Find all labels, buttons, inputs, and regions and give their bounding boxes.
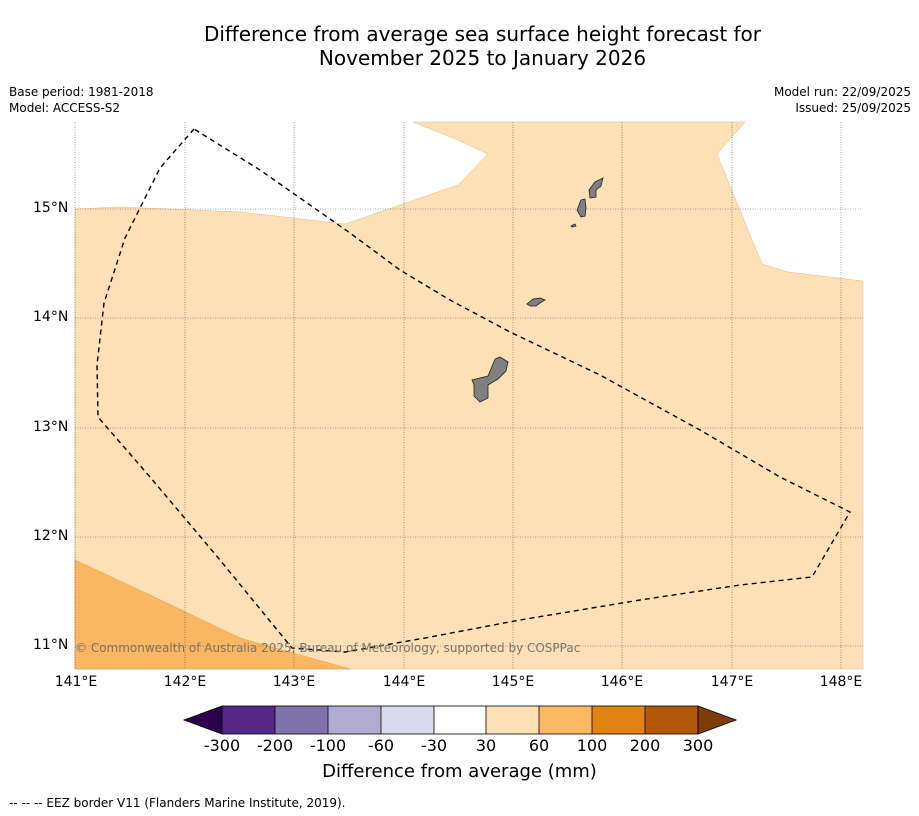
colorbar-dividers xyxy=(221,705,699,735)
colorbar-title: Difference from average (mm) xyxy=(322,761,597,782)
lat-label-13n: 13°N xyxy=(33,419,69,435)
colorbar-tick: 300 xyxy=(682,736,714,755)
meta-left: Base period: 1981-2018 Model: ACCESS-S2 xyxy=(9,84,154,116)
colorbar-bin-1 xyxy=(222,706,275,734)
issued-date: Issued: 25/09/2025 xyxy=(795,101,911,115)
colorbar-bin-3 xyxy=(328,706,381,734)
colorbar-tick: 100 xyxy=(576,736,608,755)
eez-border xyxy=(96,128,851,653)
lat-label-11n: 11°N xyxy=(33,637,69,653)
colorbar-extend-low xyxy=(182,705,223,735)
lon-label-146e: 146°E xyxy=(600,674,644,690)
lon-label-144e: 144°E xyxy=(382,674,426,690)
colorbar-tick: 60 xyxy=(528,736,550,755)
chart-title: Difference from average sea surface heig… xyxy=(0,22,919,70)
colorbar-tick: -300 xyxy=(203,736,241,755)
colorbar-tick: -60 xyxy=(367,736,395,755)
lon-label-147e: 147°E xyxy=(710,674,754,690)
island-guam xyxy=(471,356,509,403)
eez-legend-note: -- -- -- EEZ border V11 (Flanders Marine… xyxy=(9,796,346,810)
colorbar-tick: -30 xyxy=(420,736,448,755)
colorbar-tick: 200 xyxy=(629,736,661,755)
base-period: Base period: 1981-2018 xyxy=(9,85,154,99)
model-run: Model run: 22/09/2025 xyxy=(773,85,911,99)
colorbar-bin-9 xyxy=(645,706,698,734)
lat-label-14n: 14°N xyxy=(33,309,69,325)
title-line-1: Difference from average sea surface heig… xyxy=(203,22,762,46)
map-credit: © Commonwealth of Australia 2025, Bureau… xyxy=(75,641,581,655)
lon-label-148e: 148°E xyxy=(819,674,863,690)
island-saipan xyxy=(588,177,604,199)
lat-label-15n: 15°N xyxy=(33,200,69,216)
colorbar-extend-high xyxy=(697,705,738,735)
gridlines xyxy=(74,122,863,669)
colorbar-bin-6 xyxy=(486,706,539,734)
colorbar-bin-2 xyxy=(275,706,328,734)
colorbar-tick: -100 xyxy=(309,736,347,755)
land-islands xyxy=(471,177,604,403)
lon-label-142e: 142°E xyxy=(163,674,207,690)
anomaly-band-30-60 xyxy=(74,121,864,670)
colorbar xyxy=(182,705,738,735)
colorbar-bin-8 xyxy=(592,706,645,734)
colorbar-tick: 30 xyxy=(475,736,497,755)
colorbar-bin-4 xyxy=(381,706,434,734)
lon-label-145e: 145°E xyxy=(491,674,535,690)
lon-label-141e: 141°E xyxy=(54,674,98,690)
colorbar-bin-5 xyxy=(434,706,486,734)
island-aguijan xyxy=(570,223,577,228)
colorbar-tick: -200 xyxy=(256,736,294,755)
title-line-2: November 2025 to January 2026 xyxy=(318,46,647,70)
island-tinian xyxy=(576,198,587,218)
colorbar-bin-7 xyxy=(539,706,592,734)
lat-label-12n: 12°N xyxy=(33,528,69,544)
anomaly-band-60-100 xyxy=(74,559,351,670)
meta-right: Model run: 22/09/2025 Issued: 25/09/2025 xyxy=(774,84,911,116)
map-area xyxy=(74,121,864,670)
lon-label-143e: 143°E xyxy=(272,674,316,690)
model-name: Model: ACCESS-S2 xyxy=(9,101,121,115)
island-rota xyxy=(526,297,546,307)
